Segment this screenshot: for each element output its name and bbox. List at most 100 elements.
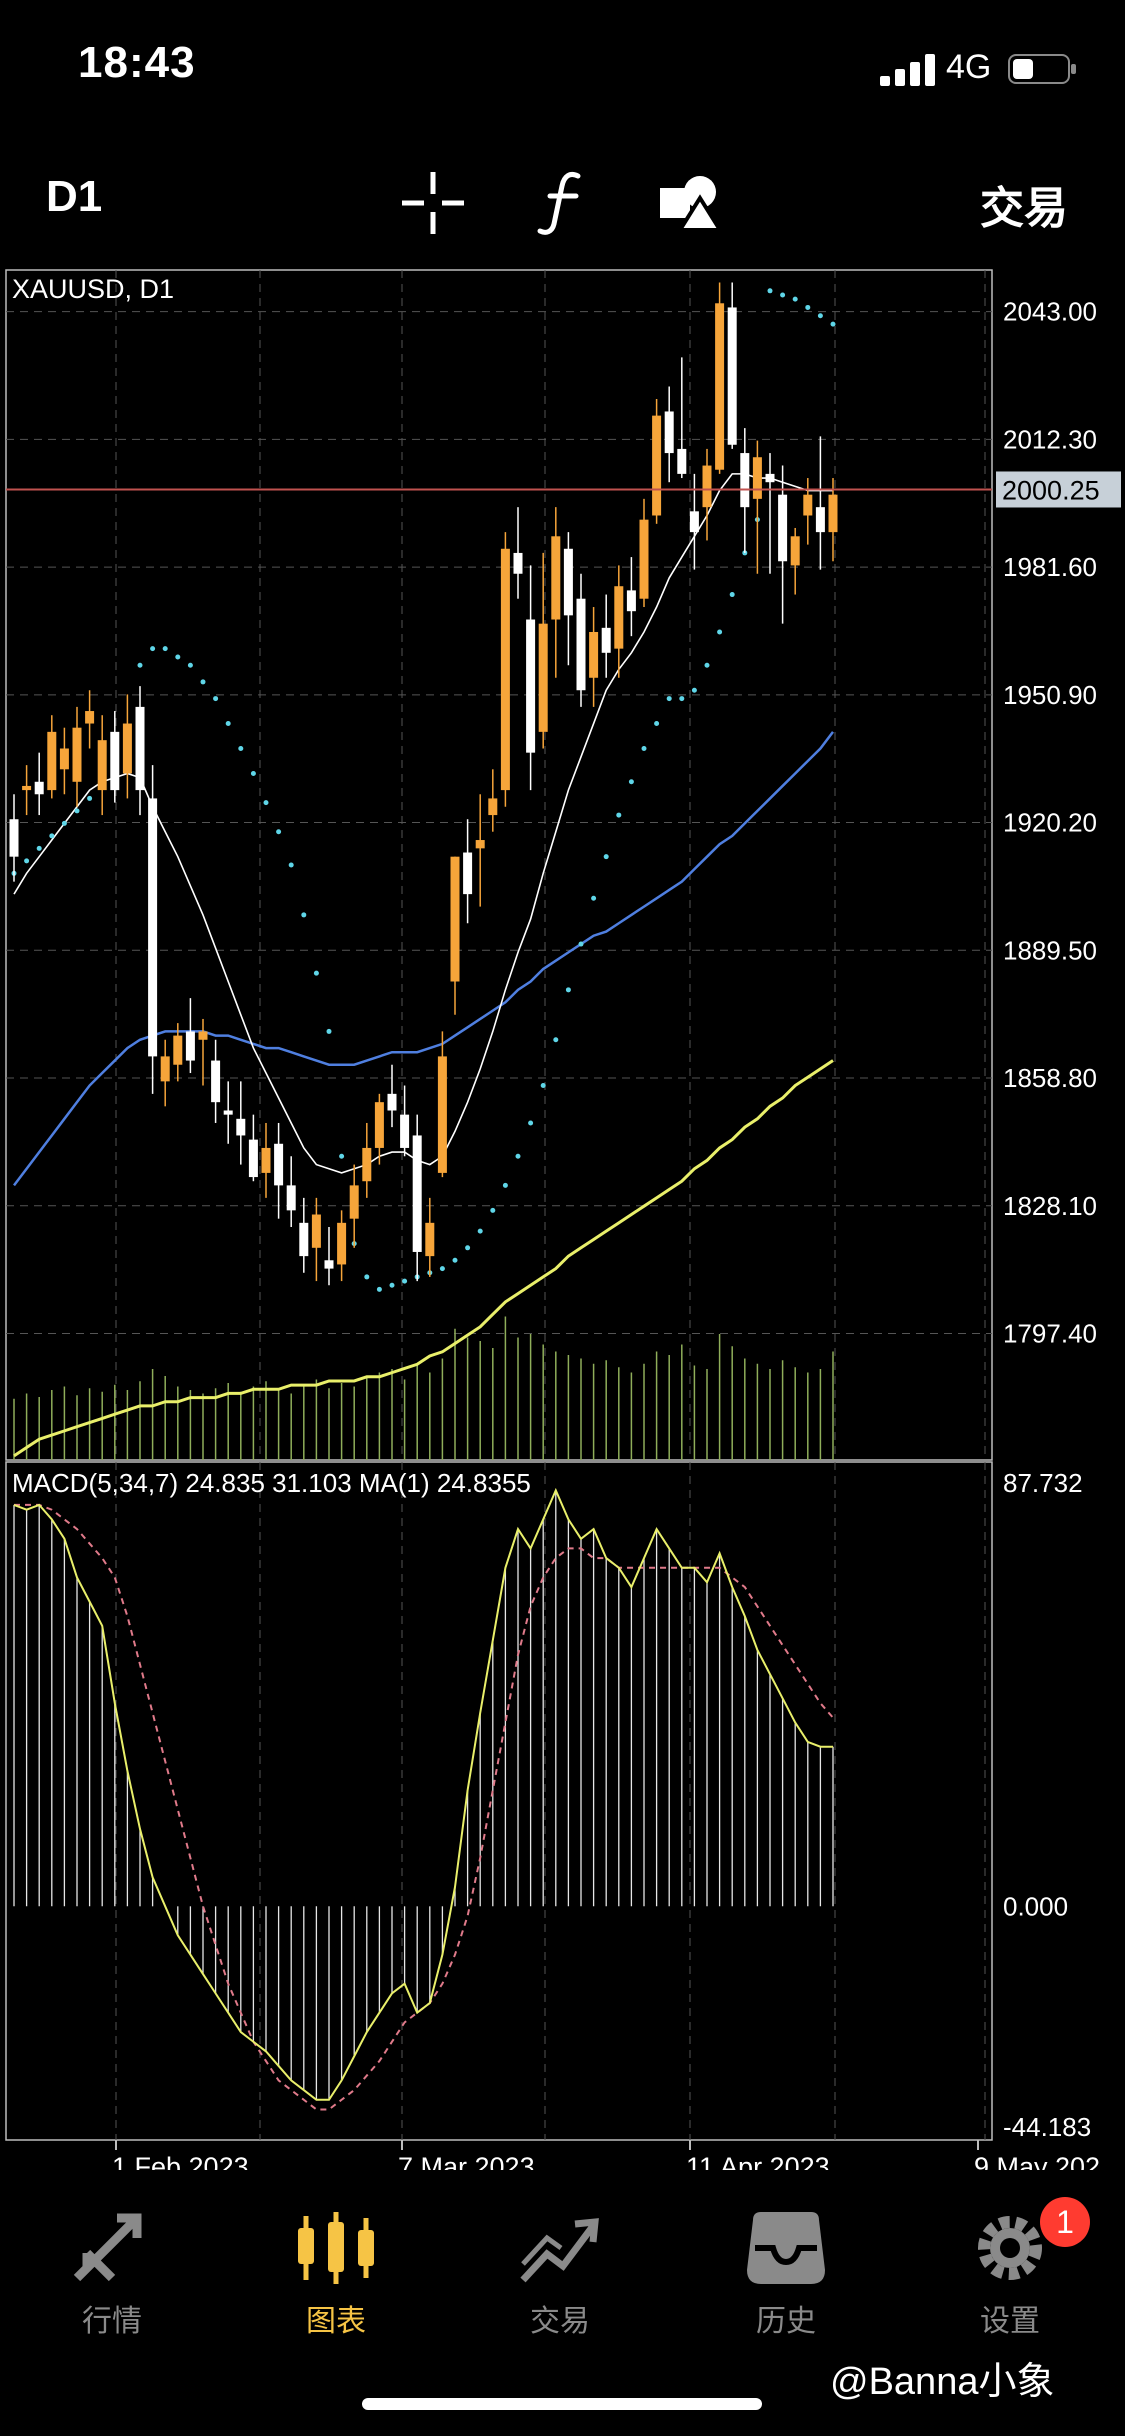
current-price-label: 2000.25 bbox=[1002, 475, 1100, 505]
chart-area[interactable]: 2043.00 2012.30 1981.60 1950.90 1920.20 1889.… bbox=[0, 265, 1125, 2182]
sar-dot bbox=[654, 721, 660, 727]
tab-quotes[interactable]: 行情 bbox=[12, 2180, 212, 2360]
sar-dot bbox=[805, 304, 811, 310]
status-time: 18:43 bbox=[78, 38, 196, 87]
sar-dot bbox=[830, 321, 836, 327]
price-axis-label: 1797.40 bbox=[1003, 1319, 1097, 1349]
candle-body bbox=[425, 1222, 435, 1257]
timeframe-button[interactable]: D1 bbox=[46, 172, 103, 221]
sar-dot bbox=[515, 1153, 521, 1159]
sar-dot bbox=[263, 800, 269, 806]
candle-body bbox=[148, 798, 158, 1057]
candle-body bbox=[274, 1143, 284, 1186]
tab-chart[interactable]: 图表 bbox=[236, 2180, 436, 2360]
price-axis-label: 1950.90 bbox=[1003, 680, 1097, 710]
tab-trade[interactable]: 交易 bbox=[460, 2180, 660, 2360]
candle-body bbox=[601, 627, 611, 653]
candle-body bbox=[299, 1222, 309, 1257]
home-indicator[interactable] bbox=[362, 2398, 762, 2410]
candle-body bbox=[198, 1031, 208, 1040]
candle-body bbox=[488, 798, 498, 816]
sar-dot bbox=[628, 779, 634, 785]
price-axis-label: 2012.30 bbox=[1003, 424, 1097, 454]
sar-dot bbox=[591, 895, 597, 901]
sar-dot bbox=[616, 812, 622, 818]
candle-body bbox=[639, 519, 649, 599]
sar-dot bbox=[238, 745, 244, 751]
candle-body bbox=[803, 494, 813, 516]
sar-dot bbox=[200, 679, 206, 685]
sar-dot bbox=[364, 1274, 370, 1280]
sar-dot bbox=[87, 795, 93, 801]
candle-body bbox=[778, 494, 788, 562]
candle-body bbox=[261, 1147, 271, 1173]
candle-body bbox=[538, 623, 548, 732]
sma-mid-line bbox=[13, 731, 834, 1187]
function-f-icon[interactable] bbox=[530, 168, 600, 238]
tab-history[interactable]: 历史 bbox=[686, 2180, 886, 2360]
sar-dot bbox=[465, 1245, 471, 1251]
tab-trade-label: 交易 bbox=[530, 2305, 590, 2338]
sar-dot bbox=[49, 833, 55, 839]
sar-dot bbox=[780, 292, 786, 298]
candlestick-chart[interactable]: 2043.00 2012.30 1981.60 1950.90 1920.20 1889.… bbox=[0, 265, 1125, 2182]
candle-body bbox=[765, 473, 775, 483]
sar-dot bbox=[679, 696, 685, 702]
main-pane-frame bbox=[5, 269, 993, 1461]
sar-dot bbox=[553, 1037, 559, 1043]
candle-body bbox=[72, 727, 82, 782]
candle-body bbox=[22, 785, 32, 791]
candle-body bbox=[475, 840, 485, 849]
sar-dot bbox=[666, 696, 672, 702]
watermark: @Banna小象 bbox=[830, 2361, 1055, 2403]
sar-dot bbox=[402, 1278, 408, 1284]
candle-body bbox=[59, 748, 69, 770]
sar-dot bbox=[288, 862, 294, 868]
sar-dot bbox=[61, 820, 67, 826]
price-axis-label: 1920.20 bbox=[1003, 808, 1097, 838]
tab-quotes-label: 行情 bbox=[82, 2305, 142, 2338]
candle-body bbox=[727, 307, 737, 445]
sma-slow-line bbox=[13, 1059, 834, 1458]
candle-body bbox=[223, 1110, 233, 1115]
sar-dot bbox=[36, 845, 42, 851]
sar-dot bbox=[250, 770, 256, 776]
candle-body bbox=[752, 457, 762, 499]
trade-button[interactable]: 交易 bbox=[980, 184, 1068, 233]
sar-dot bbox=[339, 1153, 345, 1159]
sar-dot bbox=[729, 592, 735, 598]
settings-gear-icon bbox=[978, 2216, 1042, 2280]
candle-body bbox=[437, 1056, 447, 1173]
sar-dot bbox=[439, 1266, 445, 1272]
candle-body bbox=[248, 1139, 258, 1178]
sar-dot bbox=[74, 808, 80, 814]
sar-dot bbox=[477, 1228, 483, 1234]
crosshair-icon[interactable] bbox=[398, 168, 468, 238]
sar-dot bbox=[276, 829, 282, 835]
candle-body bbox=[740, 453, 750, 508]
shapes-objects-icon[interactable] bbox=[656, 168, 726, 238]
symbol-label: XAUUSD, D1 bbox=[12, 274, 174, 304]
candle-body bbox=[526, 619, 536, 753]
price-axis-label: 1889.50 bbox=[1003, 935, 1097, 965]
candle-body bbox=[374, 1102, 384, 1148]
sar-dot bbox=[565, 987, 571, 993]
candle-body bbox=[551, 536, 561, 620]
sar-dot bbox=[540, 1083, 546, 1089]
date-axis-label: 1 Feb 2023 bbox=[112, 2152, 249, 2170]
sar-dot bbox=[162, 646, 168, 652]
candlestick-chart-icon bbox=[298, 2212, 374, 2284]
sar-dot bbox=[187, 662, 193, 668]
sar-dot bbox=[490, 1207, 496, 1213]
macd-line bbox=[13, 1487, 833, 2101]
candle-body bbox=[412, 1135, 422, 1252]
sar-dot bbox=[641, 745, 647, 751]
current-price-tag bbox=[996, 471, 1121, 508]
candle-body bbox=[160, 1056, 170, 1082]
macd-label: MACD(5,34,7) 24.835 31.103 MA(1) 24.8355 bbox=[12, 1468, 531, 1498]
tab-settings[interactable]: 设置 bbox=[910, 2180, 1110, 2360]
candle-body bbox=[286, 1185, 296, 1211]
candle-body bbox=[211, 1060, 221, 1103]
candle-body bbox=[513, 552, 523, 574]
candle-body bbox=[500, 548, 510, 791]
